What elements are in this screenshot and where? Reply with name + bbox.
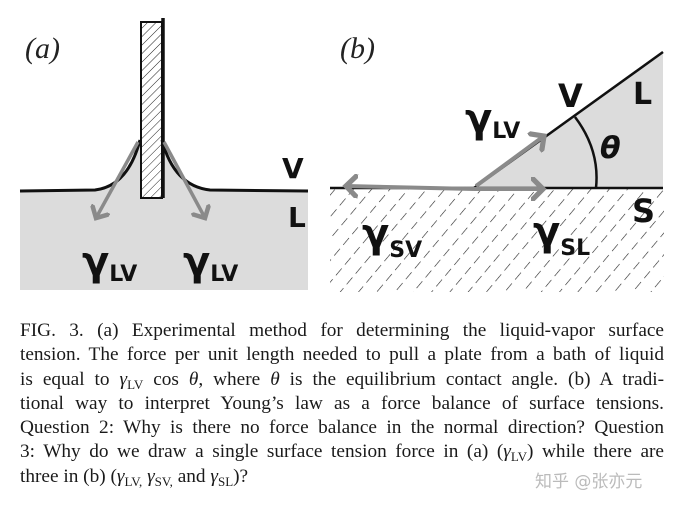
math-subscript: LV [510, 449, 528, 465]
caption-line: is equal to γLV cos θ, where θ is the eq… [20, 368, 664, 392]
gamma-lv-right: γLV [183, 239, 238, 287]
panel-b-label: (b) [340, 32, 375, 65]
phase-s-label: S [632, 192, 655, 230]
caption-math: θ [270, 369, 279, 390]
caption-text: tension. The force per unit length neede… [20, 344, 664, 366]
gamma-sv-label: γSV [362, 211, 422, 263]
watermark: 知乎 @张亦元 [535, 472, 643, 492]
liquid-bath [20, 140, 308, 290]
caption-text: Question 2: Why is there no force balanc… [20, 417, 664, 439]
math-subscript: SL [217, 473, 234, 489]
panel-a: (a) γLV γLV V L [19, 18, 309, 290]
caption-text: is equal to [20, 368, 120, 390]
caption-text: cos [143, 368, 189, 390]
math-symbol: γ [147, 465, 155, 487]
math-symbol: γ [116, 465, 125, 487]
gamma-lv-label: γLV [465, 96, 520, 144]
caption-math: γSL [210, 465, 234, 489]
caption-text: 3: Why do we draw a single surface tensi… [20, 441, 504, 463]
math-symbol: γ [210, 465, 218, 487]
math-subscript: LV [127, 376, 144, 392]
caption-math: γLV [503, 441, 528, 465]
phase-v-label: V [282, 152, 304, 185]
figure-caption: FIG. 3. (a) Experimental method for dete… [20, 319, 664, 489]
caption-text: , where [198, 368, 271, 390]
caption-text: three in (b) ( [20, 465, 117, 487]
solid-substrate [330, 188, 664, 292]
caption-text: FIG. 3. (a) Experimental method for dete… [20, 320, 664, 341]
caption-line: three in (b) (γLV, γSV, and γSL)? [20, 465, 664, 489]
math-symbol: γ [119, 368, 128, 390]
math-subscript: LV, [124, 473, 143, 489]
caption-text: is the equilibrium contact angle. (b) A … [279, 368, 664, 390]
caption-math: γLV, [116, 465, 143, 489]
math-symbol: θ [188, 368, 199, 390]
phase-l-label: L [288, 201, 306, 234]
phase-v-label: V [558, 77, 583, 115]
caption-text: tional way to interpret Young’s law as a… [20, 392, 664, 414]
plate [140, 21, 163, 199]
caption-line: tional way to interpret Young’s law as a… [20, 392, 664, 416]
math-symbol: γ [503, 441, 511, 463]
caption-line: FIG. 3. (a) Experimental method for dete… [20, 319, 664, 343]
panel-a-label: (a) [25, 32, 60, 65]
arrow-gamma-lv [474, 136, 544, 188]
arrow-left [96, 141, 140, 218]
caption-line: 3: Why do we draw a single surface tensi… [20, 440, 664, 464]
caption-math: γSV, [147, 465, 173, 489]
contact-angle-arc [574, 116, 598, 189]
theta-label: θ [600, 131, 621, 166]
caption-math: θ [189, 369, 198, 390]
caption-line: Question 2: Why is there no force balanc… [20, 416, 664, 440]
caption-line: tension. The force per unit length neede… [20, 343, 664, 367]
caption-math: γLV [119, 368, 144, 392]
arrow-gamma-sv [346, 186, 475, 189]
phase-l-label: L [633, 77, 652, 112]
panel-b: (b) γLV γSV γSL V L S θ [330, 32, 664, 292]
caption-text: )? [233, 465, 249, 487]
caption-text: and [172, 465, 211, 487]
math-symbol: θ [270, 368, 280, 390]
gamma-lv-left: γLV [82, 239, 137, 287]
arrow-right [162, 141, 205, 218]
caption-text: ) while there are [527, 441, 664, 463]
figure-3-diagram: (a) γLV γLV V L (b) γLV γSV γSL V L S θ [19, 18, 664, 292]
gamma-sl-label: γSL [533, 209, 590, 261]
math-subscript: SV, [154, 473, 173, 489]
